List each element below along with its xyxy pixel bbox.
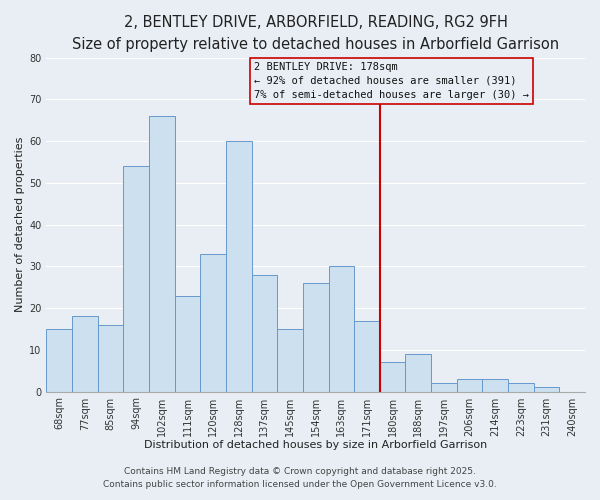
Title: 2, BENTLEY DRIVE, ARBORFIELD, READING, RG2 9FH
Size of property relative to deta: 2, BENTLEY DRIVE, ARBORFIELD, READING, R… [72, 15, 559, 52]
Bar [406, 354, 431, 392]
Bar [98, 325, 124, 392]
Bar [277, 329, 303, 392]
Bar [482, 379, 508, 392]
Y-axis label: Number of detached properties: Number of detached properties [15, 137, 25, 312]
Bar [46, 329, 72, 392]
Bar [226, 141, 251, 392]
Text: 2 BENTLEY DRIVE: 178sqm
← 92% of detached houses are smaller (391)
7% of semi-de: 2 BENTLEY DRIVE: 178sqm ← 92% of detache… [254, 62, 529, 100]
Bar [149, 116, 175, 392]
Bar [380, 362, 406, 392]
Bar [124, 166, 149, 392]
Bar [457, 379, 482, 392]
Bar [175, 296, 200, 392]
Bar [303, 283, 329, 392]
Bar [354, 320, 380, 392]
Bar [251, 274, 277, 392]
Bar [431, 383, 457, 392]
Bar [329, 266, 354, 392]
Bar [200, 254, 226, 392]
X-axis label: Distribution of detached houses by size in Arborfield Garrison: Distribution of detached houses by size … [144, 440, 487, 450]
Bar [72, 316, 98, 392]
Text: Contains HM Land Registry data © Crown copyright and database right 2025.
Contai: Contains HM Land Registry data © Crown c… [103, 468, 497, 489]
Bar [508, 383, 534, 392]
Bar [534, 388, 559, 392]
